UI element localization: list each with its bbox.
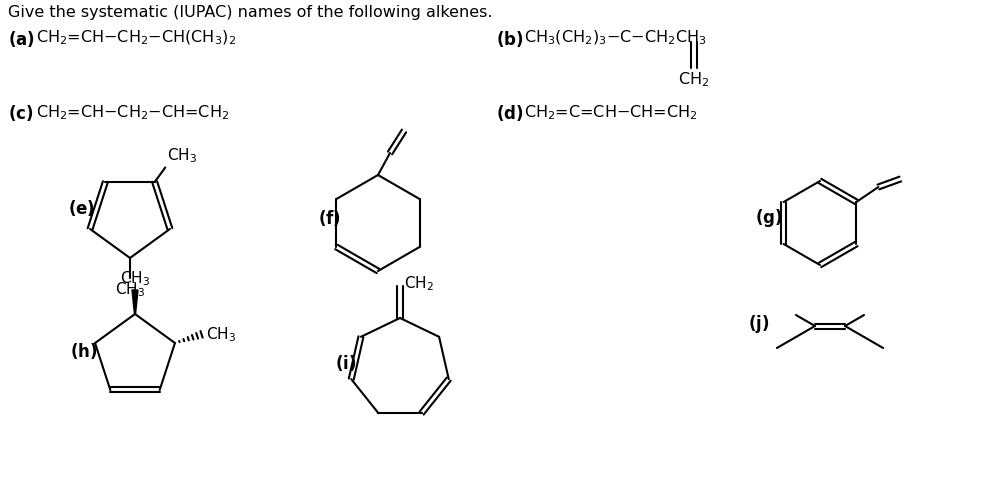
Text: CH$_2$=CH$-$CH$_2$$-$CH(CH$_3$)$_2$: CH$_2$=CH$-$CH$_2$$-$CH(CH$_3$)$_2$ (36, 29, 237, 48)
Text: $\bf{(h)}$: $\bf{(h)}$ (70, 341, 98, 361)
Text: CH$_2$=CH$-$CH$_2$$-$CH=CH$_2$: CH$_2$=CH$-$CH$_2$$-$CH=CH$_2$ (36, 103, 230, 122)
Polygon shape (132, 290, 138, 314)
Text: $\bf{(d)}$: $\bf{(d)}$ (496, 103, 524, 123)
Text: Give the systematic (IUPAC) names of the following alkenes.: Give the systematic (IUPAC) names of the… (8, 5, 492, 20)
Text: CH$_2$: CH$_2$ (679, 70, 710, 89)
Text: $\bf{(g)}$: $\bf{(g)}$ (755, 207, 782, 229)
Text: $\bf{(i)}$: $\bf{(i)}$ (335, 353, 356, 373)
Text: CH$_3$: CH$_3$ (120, 270, 150, 288)
Text: $\bf{(f)}$: $\bf{(f)}$ (318, 208, 341, 228)
Text: CH$_2$: CH$_2$ (404, 275, 434, 294)
Text: $\bf{(c)}$: $\bf{(c)}$ (8, 103, 34, 123)
Text: CH$_2$=C=CH$-$CH=CH$_2$: CH$_2$=C=CH$-$CH=CH$_2$ (524, 103, 698, 122)
Text: $\bf{(a)}$: $\bf{(a)}$ (8, 29, 35, 49)
Text: CH$_3$: CH$_3$ (168, 147, 198, 165)
Text: $\bf{(e)}$: $\bf{(e)}$ (68, 198, 95, 218)
Text: CH$_3$: CH$_3$ (206, 325, 236, 344)
Text: CH$_3$: CH$_3$ (115, 280, 145, 299)
Text: $\bf{(b)}$: $\bf{(b)}$ (496, 29, 524, 49)
Text: $\bf{(j)}$: $\bf{(j)}$ (748, 313, 769, 335)
Text: CH$_3$(CH$_2$)$_3$$-$C$-$CH$_2$CH$_3$: CH$_3$(CH$_2$)$_3$$-$C$-$CH$_2$CH$_3$ (524, 29, 707, 48)
